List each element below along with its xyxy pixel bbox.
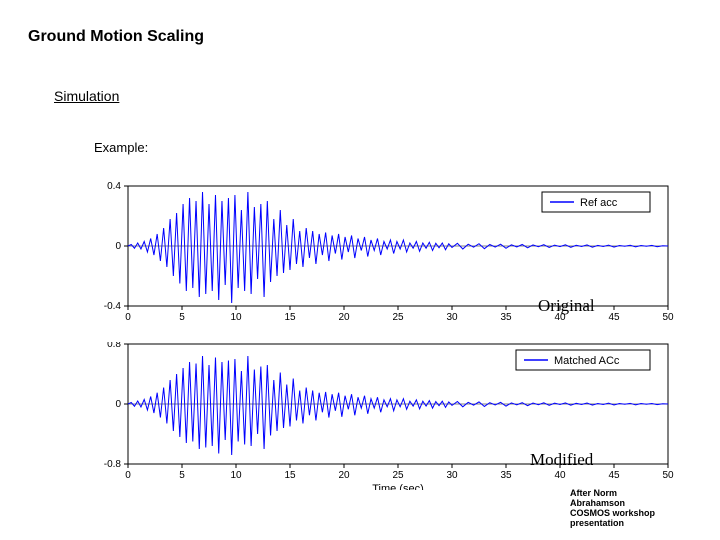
example-label: Example: (94, 140, 148, 155)
svg-text:25: 25 (392, 470, 404, 481)
svg-text:20: 20 (338, 312, 350, 323)
svg-text:15: 15 (284, 312, 296, 323)
svg-text:30: 30 (446, 470, 458, 481)
page-title: Ground Motion Scaling (28, 28, 204, 46)
svg-text:10: 10 (230, 470, 242, 481)
svg-text:40: 40 (554, 470, 566, 481)
svg-text:20: 20 (338, 470, 350, 481)
svg-text:Time (sec): Time (sec) (372, 483, 424, 490)
svg-text:35: 35 (500, 312, 512, 323)
svg-text:5: 5 (179, 312, 185, 323)
svg-text:Matched ACc: Matched ACc (554, 355, 620, 367)
svg-text:0: 0 (125, 312, 131, 323)
svg-text:10: 10 (230, 312, 242, 323)
label-original: Original (538, 296, 595, 316)
chart-modified: -0.800.805101520253035404550Time (sec)Ma… (84, 342, 684, 490)
svg-text:25: 25 (392, 312, 404, 323)
svg-text:0: 0 (115, 241, 121, 252)
svg-text:30: 30 (446, 312, 458, 323)
svg-text:50: 50 (662, 312, 674, 323)
svg-text:0: 0 (125, 470, 131, 481)
svg-text:-0.4: -0.4 (104, 301, 122, 312)
svg-text:5: 5 (179, 470, 185, 481)
svg-text:50: 50 (662, 470, 674, 481)
svg-text:0: 0 (115, 399, 121, 410)
svg-text:35: 35 (500, 470, 512, 481)
svg-text:45: 45 (608, 312, 620, 323)
section-subtitle: Simulation (54, 88, 119, 104)
svg-text:0.8: 0.8 (107, 342, 121, 350)
svg-text:Ref acc: Ref acc (580, 197, 618, 209)
svg-text:15: 15 (284, 470, 296, 481)
attribution: After NormAbrahamsonCOSMOS workshopprese… (570, 489, 655, 529)
svg-text:-0.8: -0.8 (104, 459, 122, 470)
label-modified: Modified (530, 450, 593, 470)
svg-text:45: 45 (608, 470, 620, 481)
svg-text:0.4: 0.4 (107, 181, 121, 192)
